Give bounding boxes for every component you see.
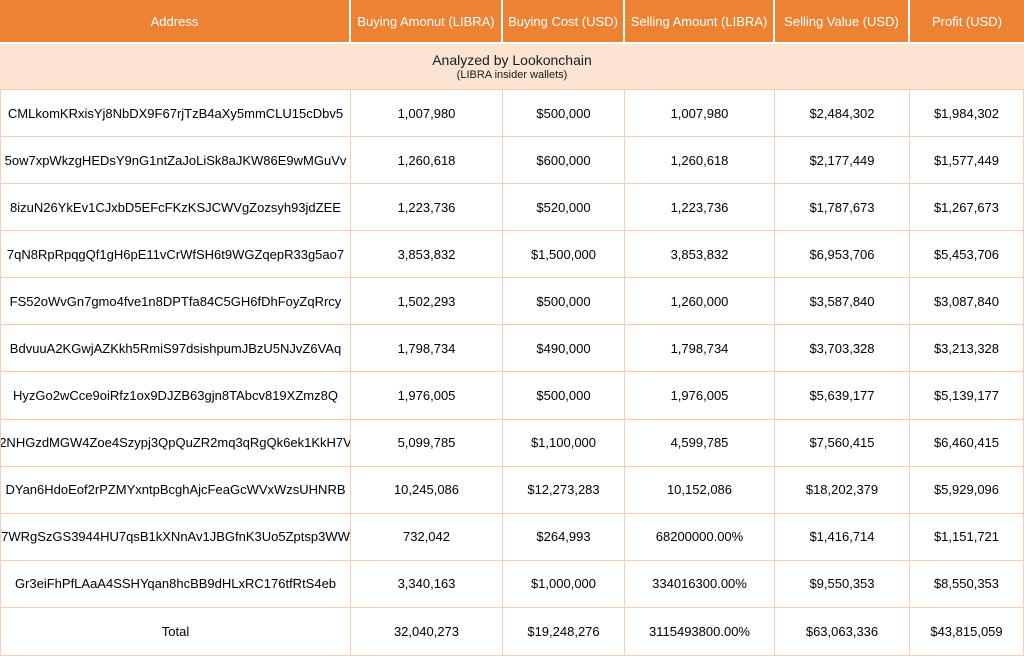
value-cell: $3,703,328 bbox=[775, 325, 910, 373]
address-cell: DYan6HdoEof2rPZMYxntpBcghAjcFeaGcWVxWzsU… bbox=[0, 466, 351, 514]
value-cell: 732,042 bbox=[351, 513, 503, 561]
value-cell: $1,984,302 bbox=[910, 90, 1024, 138]
value-cell: 1,976,005 bbox=[351, 372, 503, 420]
table-row: Gr3eiFhPfLAaA4SSHYqan8hcBB9dHLxRC176tfRt… bbox=[0, 560, 1024, 608]
address-cell: 2NHGzdMGW4Zoe4Szypj3QpQuZR2mq3qRgQk6ek1K… bbox=[0, 419, 351, 467]
value-cell: $1,416,714 bbox=[775, 513, 910, 561]
value-cell: $500,000 bbox=[503, 278, 625, 326]
address-cell: FS52oWvGn7gmo4fve1n8DPTfa84C5GH6fDhFoyZq… bbox=[0, 278, 351, 326]
address-cell: 8izuN26YkEv1CJxbD5EFcFKzKSJCWVgZozsyh93j… bbox=[0, 184, 351, 232]
column-header-buying-cost: Buying Cost (USD) bbox=[503, 0, 625, 42]
value-cell: 1,798,734 bbox=[351, 325, 503, 373]
value-cell: 1,007,980 bbox=[351, 90, 503, 138]
value-cell: 1,260,618 bbox=[351, 137, 503, 185]
column-header-address: Address bbox=[0, 0, 351, 42]
column-header-buying-amount: Buying Amonut (LIBRA) bbox=[351, 0, 503, 42]
value-cell: $1,267,673 bbox=[910, 184, 1024, 232]
column-header-selling-value: Selling Value (USD) bbox=[775, 0, 910, 42]
value-cell: 334016300.00% bbox=[625, 560, 775, 608]
table-body: CMLkomKRxisYj8NbDX9F67rjTzB4aXy5mmCLU15c… bbox=[0, 90, 1024, 655]
table-row: 2NHGzdMGW4Zoe4Szypj3QpQuZR2mq3qRgQk6ek1K… bbox=[0, 419, 1024, 467]
value-cell: 5,099,785 bbox=[351, 419, 503, 467]
value-cell: $1,151,721 bbox=[910, 513, 1024, 561]
value-cell: $3,587,840 bbox=[775, 278, 910, 326]
value-cell: 1,976,005 bbox=[625, 372, 775, 420]
value-cell: $6,460,415 bbox=[910, 419, 1024, 467]
address-cell: BdvuuA2KGwjAZKkh5RmiS97dsishpumJBzU5NJvZ… bbox=[0, 325, 351, 373]
value-cell: 1,223,736 bbox=[625, 184, 775, 232]
value-cell: 1,260,618 bbox=[625, 137, 775, 185]
value-cell: $12,273,283 bbox=[503, 466, 625, 514]
value-cell: $5,139,177 bbox=[910, 372, 1024, 420]
value-cell: $2,484,302 bbox=[775, 90, 910, 138]
table-row: 8izuN26YkEv1CJxbD5EFcFKzKSJCWVgZozsyh93j… bbox=[0, 184, 1024, 232]
value-cell: $1,100,000 bbox=[503, 419, 625, 467]
table-row: 7WRgSzGS3944HU7qsB1kXNnAv1JBGfnK3Uo5Zpts… bbox=[0, 513, 1024, 561]
value-cell: $8,550,353 bbox=[910, 560, 1024, 608]
column-header-profit: Profit (USD) bbox=[931, 13, 1003, 29]
value-cell: $1,500,000 bbox=[503, 231, 625, 279]
value-cell: $500,000 bbox=[503, 372, 625, 420]
analysis-banner: Analyzed by Lookonchain (LIBRA insider w… bbox=[0, 44, 1024, 90]
value-cell: 1,798,734 bbox=[625, 325, 775, 373]
total-label-cell: Total bbox=[0, 607, 351, 655]
value-cell: $18,202,379 bbox=[775, 466, 910, 514]
address-cell: CMLkomKRxisYj8NbDX9F67rjTzB4aXy5mmCLU15c… bbox=[0, 90, 351, 138]
table-row: CMLkomKRxisYj8NbDX9F67rjTzB4aXy5mmCLU15c… bbox=[0, 90, 1024, 138]
value-cell: 10,245,086 bbox=[351, 466, 503, 514]
value-cell: 4,599,785 bbox=[625, 419, 775, 467]
value-cell: $264,993 bbox=[503, 513, 625, 561]
total-row: Total 32,040,273 $19,248,276 3115493800.00%… bbox=[0, 607, 1024, 655]
table-row: HyzGo2wCce9oiRfz1ox9DJZB63gjn8TAbcv819XZ… bbox=[0, 372, 1024, 420]
value-cell: $600,000 bbox=[503, 137, 625, 185]
value-cell: $500,000 bbox=[503, 90, 625, 138]
column-header-selling-amount: Selling Amount (LIBRA) bbox=[625, 0, 775, 42]
value-cell: $19,248,276 bbox=[503, 607, 625, 655]
value-cell: $520,000 bbox=[503, 184, 625, 232]
table-row: FS52oWvGn7gmo4fve1n8DPTfa84C5GH6fDhFoyZq… bbox=[0, 278, 1024, 326]
value-cell: 3,853,832 bbox=[625, 231, 775, 279]
value-cell: $2,177,449 bbox=[775, 137, 910, 185]
value-cell: 32,040,273 bbox=[351, 607, 503, 655]
table-row: DYan6HdoEof2rPZMYxntpBcghAjcFeaGcWVxWzsU… bbox=[0, 466, 1024, 514]
table-row: 7qN8RpRpqgQf1gH6pE11vCrWfSH6t9WGZqepR33g… bbox=[0, 231, 1024, 279]
address-cell: 7qN8RpRpqgQf1gH6pE11vCrWfSH6t9WGZqepR33g… bbox=[0, 231, 351, 279]
value-cell: $1,577,449 bbox=[910, 137, 1024, 185]
value-cell: $1,000,000 bbox=[503, 560, 625, 608]
banner-title: Analyzed by Lookonchain bbox=[432, 52, 592, 68]
value-cell: $9,550,353 bbox=[775, 560, 910, 608]
value-cell: $3,087,840 bbox=[910, 278, 1024, 326]
value-cell: 1,502,293 bbox=[351, 278, 503, 326]
value-cell: 3,340,163 bbox=[351, 560, 503, 608]
table-row: BdvuuA2KGwjAZKkh5RmiS97dsishpumJBzU5NJvZ… bbox=[0, 325, 1024, 373]
value-cell: $43,815,059 bbox=[910, 607, 1024, 655]
value-cell: 1,007,980 bbox=[625, 90, 775, 138]
table-header-row: Address Buying Amonut (LIBRA) Buying Cos… bbox=[0, 0, 1024, 44]
value-cell: 68200000.00% bbox=[625, 513, 775, 561]
table-row: 5ow7xpWkzgHEDsY9nG1ntZaJoLiSk8aJKW86E9wM… bbox=[0, 137, 1024, 185]
address-cell: HyzGo2wCce9oiRfz1ox9DJZB63gjn8TAbcv819XZ… bbox=[0, 372, 351, 420]
value-cell: $5,929,096 bbox=[910, 466, 1024, 514]
value-cell: $490,000 bbox=[503, 325, 625, 373]
value-cell: $5,453,706 bbox=[910, 231, 1024, 279]
value-cell: 1,260,000 bbox=[625, 278, 775, 326]
value-cell: 1,223,736 bbox=[351, 184, 503, 232]
address-cell: 7WRgSzGS3944HU7qsB1kXNnAv1JBGfnK3Uo5Zpts… bbox=[0, 513, 351, 561]
value-cell: $7,560,415 bbox=[775, 419, 910, 467]
address-cell: Gr3eiFhPfLAaA4SSHYqan8hcBB9dHLxRC176tfRt… bbox=[0, 560, 351, 608]
value-cell: $1,787,673 bbox=[775, 184, 910, 232]
banner-subtitle: (LIBRA insider wallets) bbox=[456, 69, 568, 81]
value-cell: $63,063,336 bbox=[775, 607, 910, 655]
value-cell: $5,639,177 bbox=[775, 372, 910, 420]
value-cell: $3,213,328 bbox=[910, 325, 1024, 373]
value-cell: 3,853,832 bbox=[351, 231, 503, 279]
value-cell: $6,953,706 bbox=[775, 231, 910, 279]
address-cell: 5ow7xpWkzgHEDsY9nG1ntZaJoLiSk8aJKW86E9wM… bbox=[0, 137, 351, 185]
value-cell: 10,152,086 bbox=[625, 466, 775, 514]
value-cell: 3115493800.00% bbox=[625, 607, 775, 655]
